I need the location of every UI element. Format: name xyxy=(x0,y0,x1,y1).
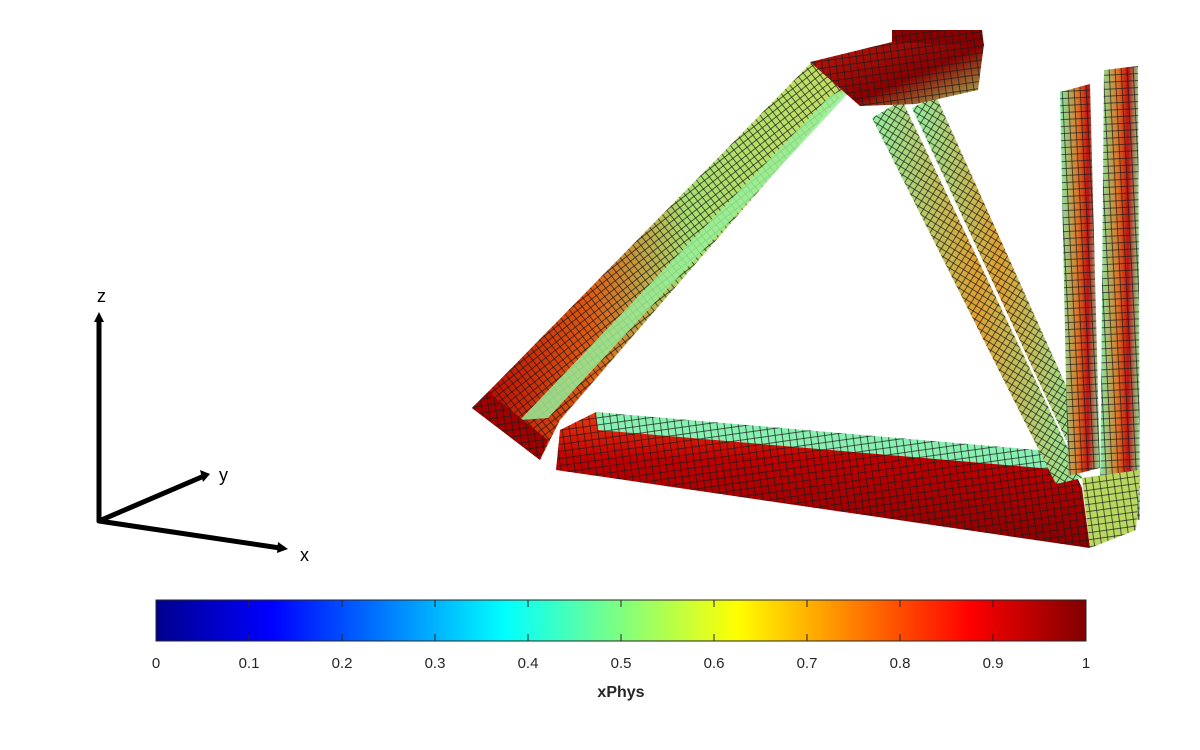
x-axis-label: x xyxy=(300,545,309,565)
colorbar-tick-label: 0.5 xyxy=(611,655,632,672)
colorbar-tick-label: 0.6 xyxy=(704,655,725,672)
colorbar-tick-label: 0.2 xyxy=(332,655,353,672)
colorbar-tick-label: 1 xyxy=(1082,655,1090,672)
colorbar-tick-label: 0.1 xyxy=(239,655,260,672)
colorbar-tick-label: 0.4 xyxy=(518,655,539,672)
y-axis-arrow xyxy=(96,473,207,524)
colorbar-tick-label: 0.7 xyxy=(797,655,818,672)
y-axis-label: y xyxy=(219,465,228,485)
z-axis-label: z xyxy=(97,286,106,306)
bottom-beam xyxy=(556,412,1090,548)
colorbar-ticks: 0 0.1 0.2 0.3 0.4 0.5 0.6 0.7 0.8 0.9 1 xyxy=(152,600,1090,672)
colorbar-tick-label: 0 xyxy=(152,655,160,672)
colorbar-label: xPhys xyxy=(597,684,644,701)
colorbar: 0 0.1 0.2 0.3 0.4 0.5 0.6 0.7 0.8 0.9 1 xPhys xyxy=(152,599,1090,701)
x-axis-arrow xyxy=(96,518,283,551)
colorbar-tick-label: 0.9 xyxy=(983,655,1004,672)
colorbar-tick-label: 0.8 xyxy=(890,655,911,672)
top-block xyxy=(810,30,984,106)
vertical-posts xyxy=(1060,66,1140,548)
right-diagonal-struts xyxy=(872,96,1086,484)
axes-triad: z y x xyxy=(94,286,309,565)
voxel-structure xyxy=(472,30,1140,548)
colorbar-tick-label: 0.3 xyxy=(425,655,446,672)
left-diagonal-strut xyxy=(472,62,862,460)
